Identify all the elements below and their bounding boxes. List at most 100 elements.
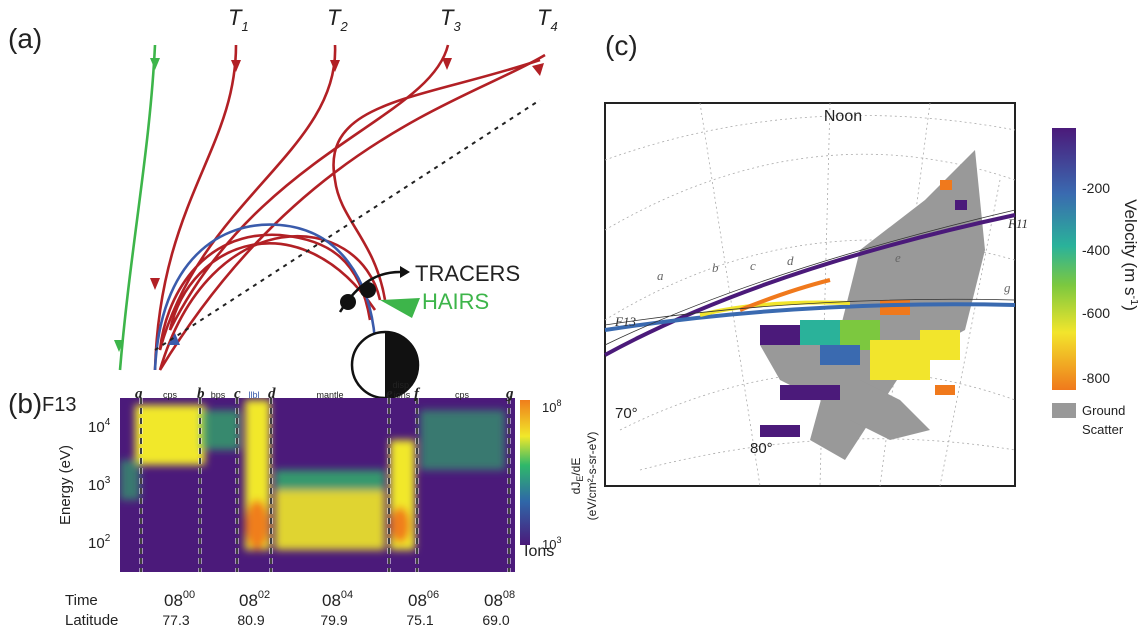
tick-base: 08 [322,591,341,610]
panel-b: (b) F13 abcdefg cps bps llbl mantle disp… [8,380,599,629]
hairs-label: HAIRS [422,289,489,314]
latitude-value: 80.9 [237,612,264,628]
colorbar-title: dJE/dE [569,458,585,495]
tick-exp: 4 [105,417,111,428]
arrow [400,266,410,278]
text-shape: llbl [248,390,259,400]
tspan-shape: ) [1121,305,1138,311]
species: Ions [524,543,554,560]
colorbar-title: Velocity (m s-1) [1121,199,1138,311]
time-label: Time [65,592,98,609]
colorbar [1052,128,1076,390]
hair [380,298,420,318]
panel-label: (a) [8,23,42,54]
panel-c: (c) Noon F11 F13 abcdeg 70° 80° -200-400… [605,30,1138,486]
field-line-label: T2 [327,5,348,34]
colorbar [520,400,530,545]
tspan-shape: 8 [556,398,561,408]
panel-a: (a) TRACERS HAIRS T1 T2 T3 T4 [8,5,558,398]
y-axis-title: Energy (eV) [57,445,74,525]
rect-shape [780,385,840,400]
text-shape: ions [394,390,411,400]
event-label: a [657,268,664,283]
tick-base: 10 [88,477,105,494]
rect-shape [420,410,505,470]
event-label: d [787,253,794,268]
latitude-value: 77.3 [162,612,189,628]
y-tick-label: 104 [88,417,111,436]
rect-shape [920,330,960,360]
event-label: b [712,260,719,275]
text-shape: cps [455,390,470,400]
ellipse-shape [245,500,269,550]
rect-shape [120,460,140,500]
rect-shape [275,470,385,490]
arrow [150,58,160,70]
rect-shape [760,425,800,437]
event-label: a [135,386,143,402]
track-label: F13 [614,314,636,329]
field-line-label: T3 [440,5,461,34]
time-tick: 0806 [408,589,439,610]
tick-exp: 06 [427,589,439,601]
colorbar-tick: -200 [1082,180,1110,196]
colorbar-units: (eV/cm²-s-sr-eV) [585,432,599,521]
legend-label: Scatter [1082,422,1124,437]
figure: (a) TRACERS HAIRS T1T2T3T4 (b) F13 [0,0,1138,631]
colorbar-max: 108 [542,398,561,415]
field-line [120,45,155,370]
event-label: b [197,386,205,402]
tick-exp: 02 [258,589,270,601]
time-tick: 0800 [164,589,195,610]
tspan-shape: Velocity (m s [1121,199,1138,295]
tracers-label: TRACERS [415,261,520,286]
rect-shape [955,200,967,210]
field-line-labels: T1 T2 T3 T4 [228,5,558,34]
label-sub: 2 [339,19,348,34]
ground-scatter-swatch [1052,403,1076,418]
colorbar-tick: -600 [1082,305,1110,321]
tick-base: 10 [88,535,105,552]
tick-base: 10 [88,419,105,436]
rect-shape [135,405,205,465]
tick-exp: 04 [341,589,353,601]
rect-shape [935,385,955,395]
rect-shape [800,320,840,345]
tspan-shape: 3 [556,535,561,545]
rect-shape [200,410,240,450]
rect-shape [760,325,800,345]
arrow [150,278,160,290]
tick-base: 08 [164,591,183,610]
rect-shape [880,300,910,315]
latitude-label: 80° [750,440,773,457]
tick-base: 08 [484,591,503,610]
text-shape: bps [211,390,226,400]
tick-exp: 00 [183,589,195,601]
y-tick-label: 103 [88,475,111,494]
rect-shape [820,345,860,365]
field-line-label: T1 [228,5,249,34]
tspan-shape: dJ [569,482,583,495]
event-label: g [505,386,514,402]
text-shape: mantle [316,390,343,400]
colorbar-tick: -400 [1082,242,1110,258]
tick-exp: 08 [503,589,515,601]
text-shape: disp. [392,380,411,390]
rect-shape [275,490,385,550]
tick-base: 08 [408,591,427,610]
field-line-label: T4 [537,5,558,34]
tick-base: 08 [239,591,258,610]
region-labels: cps bps llbl mantle disp. ions cps [163,380,470,400]
label-sub: 4 [550,19,557,34]
legend-label: Ground [1082,403,1125,418]
tick-exp: 3 [105,475,111,486]
y-tick-label: 102 [88,533,111,552]
field-line [160,55,545,370]
time-tick: 0808 [484,589,515,610]
event-label: d [268,386,276,402]
tspan-shape: /dE [569,458,583,476]
ellipse-shape [390,507,410,543]
